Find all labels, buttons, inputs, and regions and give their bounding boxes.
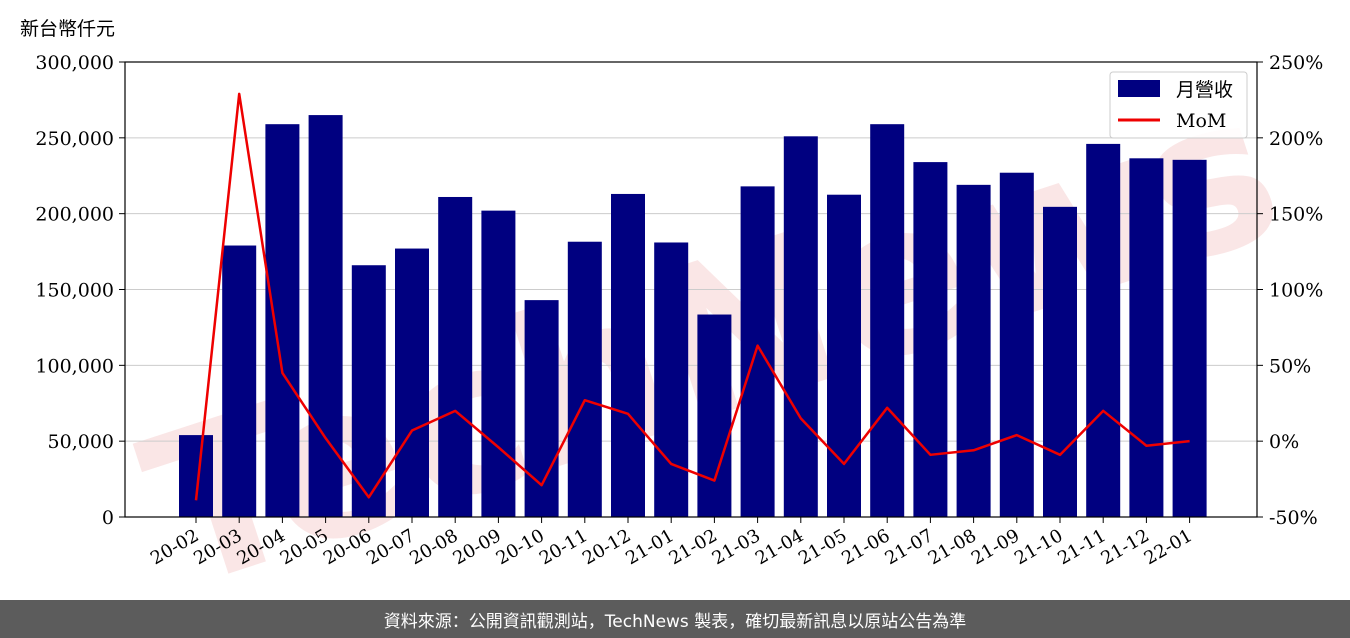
bar-20-04 <box>265 124 300 517</box>
left-tick-label: 200,000 <box>35 204 114 226</box>
right-tick-label: 250% <box>1269 52 1323 74</box>
bar-21-01 <box>654 242 689 517</box>
left-tick-label: 0 <box>102 507 114 529</box>
x-tick-label: 21-02 <box>665 525 720 569</box>
bar-21-08 <box>956 184 991 517</box>
legend-swatch-bar <box>1118 80 1160 97</box>
bar-20-09 <box>481 210 516 517</box>
legend: 月營收 MoM <box>1109 71 1248 139</box>
x-tick-label: 21-03 <box>709 525 764 569</box>
right-tick-label: 100% <box>1269 280 1323 302</box>
bar-21-05 <box>827 194 861 518</box>
x-tick-label: 21-12 <box>1097 525 1152 569</box>
bar-21-04 <box>783 136 818 518</box>
bar-20-08 <box>438 196 473 517</box>
x-tick-label: 20-11 <box>536 525 591 569</box>
x-tick-label: 20-12 <box>579 525 634 569</box>
mom-line-series <box>194 92 1190 501</box>
bar-22-01 <box>1172 159 1207 517</box>
x-tick-label: 21-06 <box>838 525 893 569</box>
bar-20-07 <box>395 248 429 518</box>
right-tick-label: 50% <box>1269 355 1311 377</box>
bar-20-06 <box>351 265 386 517</box>
bar-21-02 <box>697 314 732 517</box>
bar-21-10 <box>1043 206 1077 517</box>
left-tick-label: 250,000 <box>35 128 114 150</box>
x-tick-label: 21-04 <box>752 525 807 569</box>
legend-label-line: MoM <box>1176 110 1226 132</box>
x-tick-label: 21-09 <box>968 525 1023 569</box>
bar-21-11 <box>1086 143 1121 517</box>
bar-20-10 <box>524 300 559 517</box>
bar-series <box>179 115 1207 518</box>
left-tick-label: 50,000 <box>48 431 114 453</box>
y-axis-unit-label: 新台幣仟元 <box>20 18 116 40</box>
x-tick-label: 21-11 <box>1054 525 1109 569</box>
bar-21-07 <box>913 162 948 517</box>
x-tick-label: 21-07 <box>881 525 936 569</box>
footer-source-note: 資料來源：公開資訊觀測站，TechNews 製表，確切最新訊息以原站公告為準 <box>0 600 1350 638</box>
x-tick-label: 21-05 <box>795 525 850 569</box>
x-tick-label: 21-08 <box>925 525 980 569</box>
bar-20-12 <box>611 193 645 517</box>
bar-20-11 <box>567 241 602 517</box>
x-tick-label: 22-01 <box>1141 525 1196 569</box>
x-tick-label: 21-10 <box>1011 525 1066 569</box>
mom-line <box>194 92 1190 501</box>
bar-20-03 <box>222 245 257 517</box>
bar-21-09 <box>999 172 1034 517</box>
right-tick-label: -50% <box>1269 507 1318 529</box>
legend-label-bar: 月營收 <box>1176 79 1233 101</box>
left-tick-label: 300,000 <box>35 52 114 74</box>
bar-20-02 <box>179 435 213 517</box>
bar-21-12 <box>1129 158 1164 517</box>
footer-text: 資料來源：公開資訊觀測站，TechNews 製表，確切最新訊息以原站公告為準 <box>383 611 967 632</box>
revenue-chart: TechNews 050,000100,000150,000200,000250… <box>35 43 1323 600</box>
right-tick-label: 150% <box>1269 204 1323 226</box>
bar-21-06 <box>870 124 905 517</box>
left-tick-label: 150,000 <box>35 280 114 302</box>
right-tick-label: 200% <box>1269 128 1323 150</box>
right-tick-label: 0% <box>1269 431 1299 453</box>
x-tick-label: 21-01 <box>622 525 677 569</box>
left-tick-label: 100,000 <box>35 355 114 377</box>
bar-21-03 <box>740 186 775 517</box>
bar-20-05 <box>308 115 343 517</box>
